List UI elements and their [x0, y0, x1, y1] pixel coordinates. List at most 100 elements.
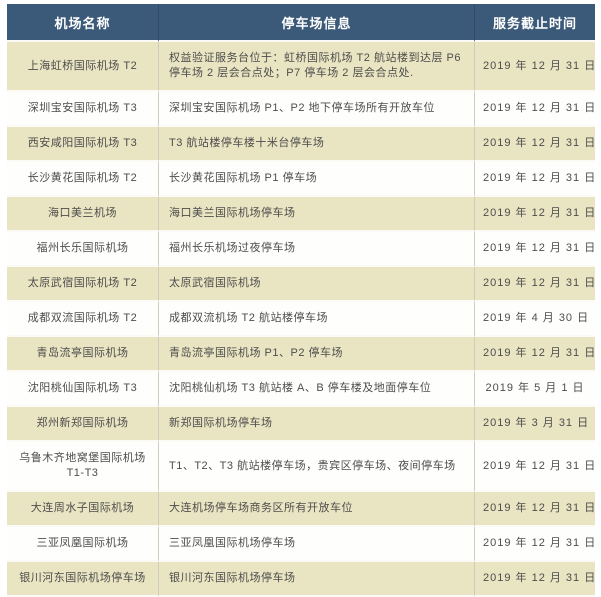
- header-row: 机场名称 停车场信息 服务截止时间: [7, 4, 595, 42]
- airport-name-cell: 三亚凤凰国际机场: [7, 527, 159, 562]
- parking-info-cell: 太原武宿国际机场: [159, 267, 475, 302]
- service-deadline: 2019 年 12 月 31 日: [483, 172, 597, 184]
- table-row: 沈阳桃仙国际机场 T3 沈阳桃仙机场 T3 航站楼 A、B 停车楼及地面停车位 …: [7, 372, 595, 407]
- parking-info: 银川河东国际机场停车场: [169, 572, 296, 584]
- service-deadline-cell: 2019 年 12 月 31 日: [475, 527, 595, 562]
- parking-info: 海口美兰国际机场停车场: [169, 207, 296, 219]
- airport-parking-table: 机场名称 停车场信息 服务截止时间 上海虹桥国际机场 T2 权益验证服务台位于：…: [7, 4, 595, 597]
- airport-name-cell: 西安咸阳国际机场 T3: [7, 127, 159, 162]
- service-deadline: 2019 年 12 月 31 日: [483, 102, 597, 114]
- airport-name: 西安咸阳国际机场 T3: [27, 137, 138, 149]
- parking-info: 深圳宝安国际机场 P1、P2 地下停车场所有开放车位: [169, 102, 436, 114]
- parking-info-cell: T3 航站楼停车楼十米台停车场: [159, 127, 475, 162]
- service-deadline: 2019 年 12 月 31 日: [483, 572, 597, 584]
- service-deadline-cell: 2019 年 12 月 31 日: [475, 92, 595, 127]
- service-deadline-cell: 2019 年 12 月 31 日: [475, 42, 595, 92]
- table-row: 长沙黄花国际机场 T2 长沙黄花国际机场 P1 停车场 2019 年 12 月 …: [7, 162, 595, 197]
- parking-info-cell: 沈阳桃仙机场 T3 航站楼 A、B 停车楼及地面停车位: [159, 372, 475, 407]
- parking-info: 三亚凤凰国际机场停车场: [169, 537, 296, 549]
- parking-info-cell: 成都双流机场 T2 航站楼停车场: [159, 302, 475, 337]
- parking-info: 成都双流机场 T2 航站楼停车场: [169, 312, 328, 324]
- parking-info-cell: T1、T2、T3 航站楼停车场，贵宾区停车场、夜间停车场: [159, 442, 475, 492]
- parking-info: 大连机场停车场商务区所有开放车位: [169, 502, 353, 514]
- service-deadline-cell: 2019 年 3 月 31 日: [475, 407, 595, 442]
- airport-name-cell: 太原武宿国际机场 T2: [7, 267, 159, 302]
- service-deadline-cell: 2019 年 12 月 31 日: [475, 337, 595, 372]
- service-deadline-cell: 2019 年 12 月 31 日: [475, 232, 595, 267]
- airport-name-cell: 大连周水子国际机场: [7, 492, 159, 527]
- parking-info: 福州长乐机场过夜停车场: [169, 242, 296, 254]
- table-row: 三亚凤凰国际机场 三亚凤凰国际机场停车场 2019 年 12 月 31 日: [7, 527, 595, 562]
- service-deadline-cell: 2019 年 4 月 30 日: [475, 302, 595, 337]
- airport-name: 郑州新郑国际机场: [36, 417, 129, 429]
- airport-name: 长沙黄花国际机场 T2: [27, 172, 138, 184]
- parking-info-cell: 海口美兰国际机场停车场: [159, 197, 475, 232]
- airport-name-cell: 上海虹桥国际机场 T2: [7, 42, 159, 92]
- airport-name-cell: 长沙黄花国际机场 T2: [7, 162, 159, 197]
- service-deadline: 2019 年 3 月 31 日: [483, 417, 590, 429]
- airport-name: 三亚凤凰国际机场: [36, 537, 129, 549]
- parking-info: 沈阳桃仙机场 T3 航站楼 A、B 停车楼及地面停车位: [169, 382, 432, 394]
- table-row: 银川河东国际机场停车场 银川河东国际机场停车场 2019 年 12 月 31 日: [7, 562, 595, 597]
- airport-name: 太原武宿国际机场 T2: [27, 277, 138, 289]
- service-deadline: 2019 年 12 月 31 日: [483, 137, 597, 149]
- service-deadline-cell: 2019 年 5 月 1 日: [475, 372, 595, 407]
- service-deadline: 2019 年 12 月 31 日: [483, 537, 597, 549]
- service-deadline: 2019 年 4 月 30 日: [483, 312, 590, 324]
- airport-name: 海口美兰机场: [48, 207, 117, 219]
- airport-name-cell: 福州长乐国际机场: [7, 232, 159, 267]
- airport-parking-table-container: 机场名称 停车场信息 服务截止时间 上海虹桥国际机场 T2 权益验证服务台位于：…: [7, 4, 595, 597]
- table-row: 郑州新郑国际机场 新郑国际机场停车场 2019 年 3 月 31 日: [7, 407, 595, 442]
- parking-info-cell: 大连机场停车场商务区所有开放车位: [159, 492, 475, 527]
- service-deadline: 2019 年 5 月 1 日: [485, 382, 585, 394]
- parking-info: 长沙黄花国际机场 P1 停车场: [169, 172, 318, 184]
- table-row: 大连周水子国际机场 大连机场停车场商务区所有开放车位 2019 年 12 月 3…: [7, 492, 595, 527]
- parking-info-cell: 权益验证服务台位于：虹桥国际机场 T2 航站楼到达层 P6 停车场 2 层会合点…: [159, 42, 475, 92]
- table-row: 海口美兰机场 海口美兰国际机场停车场 2019 年 12 月 31 日: [7, 197, 595, 232]
- table-row: 福州长乐国际机场 福州长乐机场过夜停车场 2019 年 12 月 31 日: [7, 232, 595, 267]
- service-deadline-cell: 2019 年 12 月 31 日: [475, 197, 595, 232]
- parking-info-cell: 银川河东国际机场停车场: [159, 562, 475, 597]
- airport-name-cell: 银川河东国际机场停车场: [7, 562, 159, 597]
- parking-info: 权益验证服务台位于：虹桥国际机场 T2 航站楼到达层 P6 停车场 2 层会合点…: [169, 52, 461, 79]
- service-deadline-cell: 2019 年 12 月 31 日: [475, 492, 595, 527]
- header-airport-name: 机场名称: [7, 4, 159, 42]
- table-row: 西安咸阳国际机场 T3 T3 航站楼停车楼十米台停车场 2019 年 12 月 …: [7, 127, 595, 162]
- service-deadline-cell: 2019 年 12 月 31 日: [475, 127, 595, 162]
- parking-info-cell: 青岛流亭国际机场 P1、P2 停车场: [159, 337, 475, 372]
- parking-info-cell: 新郑国际机场停车场: [159, 407, 475, 442]
- table-row: 乌鲁木齐地窝堡国际机场 T1-T3 T1、T2、T3 航站楼停车场，贵宾区停车场…: [7, 442, 595, 492]
- service-deadline-cell: 2019 年 12 月 31 日: [475, 267, 595, 302]
- service-deadline-cell: 2019 年 12 月 31 日: [475, 442, 595, 492]
- table-row: 深圳宝安国际机场 T3 深圳宝安国际机场 P1、P2 地下停车场所有开放车位 2…: [7, 92, 595, 127]
- airport-name-cell: 沈阳桃仙国际机场 T3: [7, 372, 159, 407]
- parking-info: 新郑国际机场停车场: [169, 417, 273, 429]
- airport-name: 银川河东国际机场停车场: [19, 572, 146, 584]
- airport-name: 成都双流国际机场 T2: [27, 312, 138, 324]
- parking-info-cell: 三亚凤凰国际机场停车场: [159, 527, 475, 562]
- service-deadline: 2019 年 12 月 31 日: [483, 347, 597, 359]
- parking-info: 太原武宿国际机场: [169, 277, 261, 289]
- parking-info: 青岛流亭国际机场 P1、P2 停车场: [169, 347, 344, 359]
- header-parking-info: 停车场信息: [159, 4, 475, 42]
- table-body: 上海虹桥国际机场 T2 权益验证服务台位于：虹桥国际机场 T2 航站楼到达层 P…: [7, 42, 595, 597]
- parking-info-cell: 深圳宝安国际机场 P1、P2 地下停车场所有开放车位: [159, 92, 475, 127]
- service-deadline: 2019 年 12 月 31 日: [483, 459, 597, 472]
- airport-name: 大连周水子国际机场: [30, 502, 135, 514]
- airport-name-cell: 海口美兰机场: [7, 197, 159, 232]
- airport-name: 深圳宝安国际机场 T3: [27, 102, 138, 114]
- service-deadline: 2019 年 12 月 31 日: [483, 242, 597, 254]
- airport-name-cell: 成都双流国际机场 T2: [7, 302, 159, 337]
- airport-name-cell: 郑州新郑国际机场: [7, 407, 159, 442]
- airport-name: 青岛流亭国际机场: [36, 347, 129, 359]
- parking-info-cell: 福州长乐机场过夜停车场: [159, 232, 475, 267]
- service-deadline: 2019 年 12 月 31 日: [483, 502, 597, 514]
- table-row: 成都双流国际机场 T2 成都双流机场 T2 航站楼停车场 2019 年 4 月 …: [7, 302, 595, 337]
- airport-name: 福州长乐国际机场: [36, 242, 129, 254]
- airport-name: 乌鲁木齐地窝堡国际机场 T1-T3: [19, 452, 146, 479]
- parking-info-cell: 长沙黄花国际机场 P1 停车场: [159, 162, 475, 197]
- parking-info: T1、T2、T3 航站楼停车场，贵宾区停车场、夜间停车场: [169, 459, 456, 472]
- table-header: 机场名称 停车场信息 服务截止时间: [7, 4, 595, 42]
- service-deadline-cell: 2019 年 12 月 31 日: [475, 562, 595, 597]
- table-row: 太原武宿国际机场 T2 太原武宿国际机场 2019 年 12 月 31 日: [7, 267, 595, 302]
